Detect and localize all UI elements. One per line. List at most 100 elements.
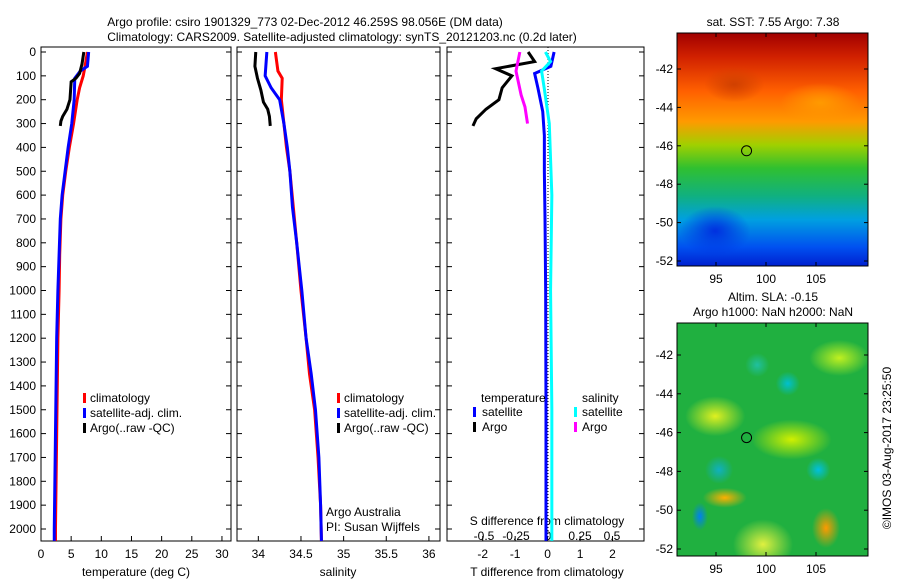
- axes-box-temperature: [40, 46, 232, 542]
- x2-tick-label: -0.5: [474, 529, 495, 543]
- legend-swatch: [574, 407, 577, 417]
- y-tick-label: 1000: [9, 284, 36, 298]
- series-line-argo: [58, 51, 86, 127]
- series-line-s-satellite: [540, 51, 554, 541]
- map-y-tick-label: -50: [656, 216, 674, 230]
- sst-heatmap: [677, 33, 868, 266]
- legend-label: Argo(..raw -QC): [90, 421, 175, 435]
- map-y-tick-label: -42: [656, 62, 674, 76]
- map-x-tick-label: 105: [806, 562, 826, 576]
- map-x-tick-label: 95: [709, 272, 723, 286]
- x-tick-label: -2: [477, 547, 488, 561]
- y-tick-label: 1200: [9, 331, 36, 345]
- y-tick-label: 900: [16, 260, 36, 274]
- y-tick-label: 200: [16, 93, 36, 107]
- series-line-t-satellite: [532, 51, 556, 541]
- y-tick-label: 1500: [9, 403, 36, 417]
- sla-map-title: Altim. SLA: -0.15: [728, 290, 818, 304]
- annotation-line1: Argo Australia: [326, 505, 401, 519]
- sla-heatmap: [677, 323, 868, 556]
- legend-swatch: [473, 407, 476, 417]
- y-tick-label: 1900: [9, 498, 36, 512]
- legend-label: satellite-adj. clim.: [90, 406, 182, 420]
- map-y-tick-label: -46: [656, 426, 674, 440]
- legend-label: Argo: [482, 420, 508, 434]
- legend-salinity-heading: salinity: [582, 391, 619, 405]
- map-y-tick-label: -48: [656, 177, 674, 191]
- y-tick-label: 1400: [9, 379, 36, 393]
- credit: ©IMOS 03-Aug-2017 23:25:50: [880, 367, 894, 530]
- x2-tick-label: 0: [545, 529, 552, 543]
- axes-box-salinity: [236, 46, 441, 542]
- y-tick-label: 1100: [10, 307, 36, 321]
- x-tick-label: 30: [215, 547, 229, 561]
- legend-swatch: [83, 423, 86, 433]
- map-y-tick-label: -52: [656, 542, 674, 556]
- legend-label: Argo: [582, 420, 608, 434]
- map-x-tick-label: 105: [806, 272, 826, 286]
- argo-location-marker: [741, 432, 753, 444]
- y-tick-label: 1700: [9, 450, 36, 464]
- map-y-tick-label: -46: [656, 139, 674, 153]
- y-tick-label: 300: [16, 117, 36, 131]
- x-tick-label: 34: [252, 547, 266, 561]
- x-tick-label: 35: [337, 547, 351, 561]
- legend-swatch: [83, 393, 86, 403]
- sst-map-title: sat. SST: 7.55 Argo: 7.38: [707, 15, 840, 29]
- argo-location-marker: [741, 145, 753, 157]
- x-tick-label: 34.5: [289, 547, 313, 561]
- legend-swatch: [337, 393, 340, 403]
- legend-label: climatology: [344, 391, 404, 405]
- map-y-tick-label: -48: [656, 464, 674, 478]
- x-tick-label: 36: [422, 547, 436, 561]
- y-tick-label: 600: [16, 188, 36, 202]
- map-x-tick-label: 95: [709, 562, 723, 576]
- legend-swatch: [574, 422, 577, 432]
- y-tick-label: 2000: [9, 522, 36, 536]
- y-tick-label: 700: [16, 212, 36, 226]
- legend-swatch: [337, 423, 340, 433]
- x-tick-label: 0: [544, 547, 551, 561]
- y-tick-label: 1800: [9, 474, 36, 488]
- legend-label: Argo(..raw -QC): [344, 421, 429, 435]
- series-line-t-argo: [471, 51, 538, 127]
- x-tick-label: 20: [155, 547, 169, 561]
- map-x-tick-label: 100: [756, 272, 776, 286]
- map-x-tick-label: 100: [756, 562, 776, 576]
- map-y-tick-label: -50: [656, 503, 674, 517]
- legend-swatch: [337, 408, 340, 418]
- legend-label: climatology: [90, 391, 150, 405]
- axes-box-difference: [446, 46, 645, 542]
- title-line2: Climatology: CARS2009. Satellite-adjuste…: [107, 30, 577, 44]
- map-y-tick-label: -42: [656, 348, 674, 362]
- temp-xlabel: temperature (deg C): [82, 565, 190, 579]
- y-tick-label: 1300: [9, 355, 36, 369]
- x-tick-label: 1: [577, 547, 584, 561]
- x-tick-label: 15: [125, 547, 139, 561]
- x-tick-label: 2: [609, 547, 616, 561]
- x-tick-label: 5: [68, 547, 75, 561]
- map-frame-sla-map: [676, 322, 869, 557]
- y-tick-label: 100: [16, 69, 36, 83]
- x-tick-label: 25: [185, 547, 199, 561]
- series-line-climatology: [273, 51, 323, 541]
- sla-map-subtitle: Argo h1000: NaN h2000: NaN: [693, 305, 853, 319]
- y-tick-label: 400: [16, 140, 36, 154]
- series-line-satellite-adj.: [263, 51, 323, 541]
- legend-temperature-heading: temperature: [481, 391, 546, 405]
- legend-label: satellite-adj. clim.: [344, 406, 436, 420]
- legend-swatch: [473, 422, 476, 432]
- tdiff-xlabel: T difference from climatology: [470, 565, 624, 579]
- x-tick-label: 0: [38, 547, 45, 561]
- legend-label: satellite: [582, 405, 623, 419]
- x2-tick-label: 0.25: [568, 529, 592, 543]
- sal-xlabel: salinity: [320, 565, 357, 579]
- x-tick-label: -1: [510, 547, 521, 561]
- x2-tick-label: -0.25: [502, 529, 530, 543]
- y-tick-label: 1600: [9, 427, 36, 441]
- y-tick-label: 800: [16, 236, 36, 250]
- series-line-argo: [253, 51, 272, 127]
- map-y-tick-label: -44: [656, 100, 674, 114]
